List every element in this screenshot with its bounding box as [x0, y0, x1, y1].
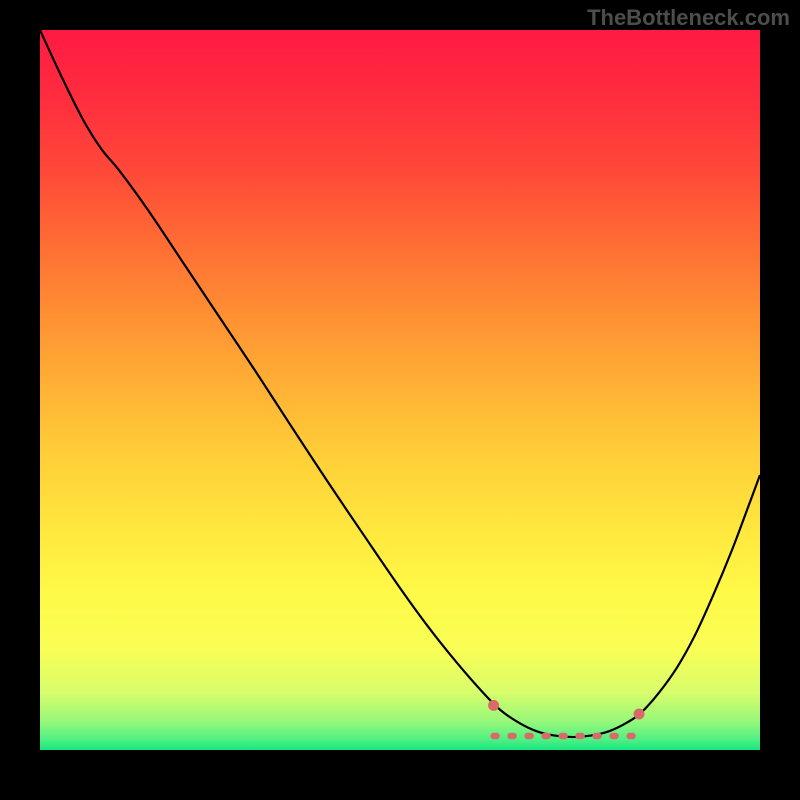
plot-area	[40, 30, 760, 750]
watermark-text: TheBottleneck.com	[587, 5, 790, 31]
curve-layer	[40, 30, 760, 750]
optimal-zone-endpoints	[488, 700, 644, 720]
bottleneck-curve	[40, 30, 760, 737]
chart-container: TheBottleneck.com	[0, 0, 800, 800]
